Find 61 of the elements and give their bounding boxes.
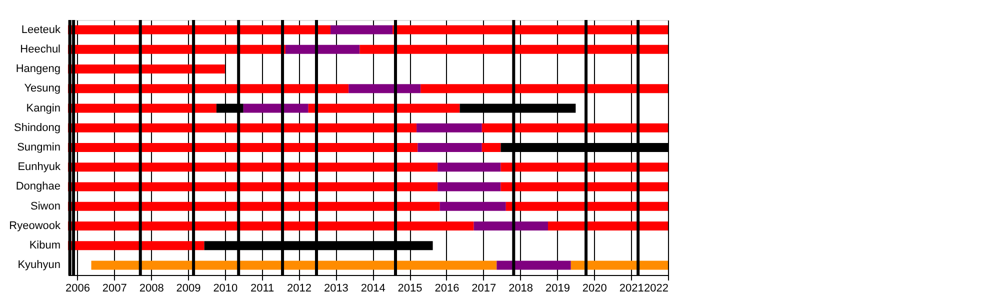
- bar: [68, 162, 438, 172]
- bar: [68, 104, 216, 113]
- y-tick-label: Shindong: [14, 122, 60, 134]
- bar: [68, 44, 286, 54]
- bar: [68, 64, 225, 74]
- x-tick-label: 2006: [65, 282, 90, 294]
- bar: [506, 202, 668, 211]
- bar: [360, 44, 668, 54]
- bar: [416, 123, 482, 132]
- bar: [392, 25, 668, 34]
- y-tick-label: Hangeng: [16, 63, 60, 76]
- y-tick-label: Kibum: [29, 240, 60, 252]
- x-tick-label: 2018: [508, 282, 534, 294]
- bar: [68, 241, 204, 250]
- x-tick-label: 2011: [250, 282, 274, 294]
- bar: [330, 25, 393, 34]
- bar: [570, 260, 668, 270]
- y-tick-label: Donghae: [16, 180, 60, 193]
- bar: [68, 221, 474, 230]
- y-tick-label: Yesung: [24, 82, 60, 95]
- bar: [496, 260, 571, 270]
- x-tick-label: 2007: [102, 282, 127, 294]
- bar: [482, 143, 501, 152]
- bar: [482, 123, 668, 132]
- x-tick-label: 2021: [619, 282, 644, 294]
- bar: [348, 84, 421, 94]
- bar: [438, 182, 501, 192]
- x-tick-label: 2008: [139, 282, 164, 294]
- y-tick-label: Sungmin: [17, 142, 60, 154]
- y-tick-label: Siwon: [30, 200, 60, 212]
- bar: [420, 84, 668, 94]
- bar: [500, 182, 668, 192]
- y-tick-label: Heechul: [20, 43, 60, 56]
- y-tick-label: Leeteuk: [21, 24, 61, 36]
- x-tick-label: 2016: [434, 282, 460, 294]
- y-tick-label: Kangin: [26, 102, 60, 114]
- x-tick-label: 2014: [360, 282, 386, 294]
- x-tick-label: 2010: [213, 282, 238, 294]
- bar: [474, 221, 548, 230]
- y-tick-label: Kyuhyun: [18, 259, 60, 272]
- x-tick-label: 2019: [545, 282, 570, 294]
- bar: [440, 202, 506, 211]
- bar: [68, 25, 331, 34]
- x-tick-label: 2012: [287, 282, 312, 294]
- y-tick-label: Eunhyuk: [18, 161, 61, 174]
- x-tick-label: 2022: [644, 282, 668, 294]
- bar: [418, 143, 482, 152]
- bar: [285, 44, 360, 54]
- y-tick-label: Ryeowook: [9, 220, 61, 232]
- bar: [68, 202, 440, 211]
- x-tick-label: 2009: [176, 282, 201, 294]
- x-tick-label: 2017: [472, 282, 496, 294]
- bar: [91, 260, 497, 270]
- x-tick-label: 2020: [582, 282, 607, 294]
- bar: [438, 162, 501, 172]
- bar: [68, 84, 349, 94]
- bar: [548, 221, 668, 230]
- x-tick-label: 2013: [324, 282, 348, 294]
- bar: [68, 182, 438, 192]
- bar: [500, 162, 668, 172]
- x-tick-label: 2015: [398, 282, 422, 294]
